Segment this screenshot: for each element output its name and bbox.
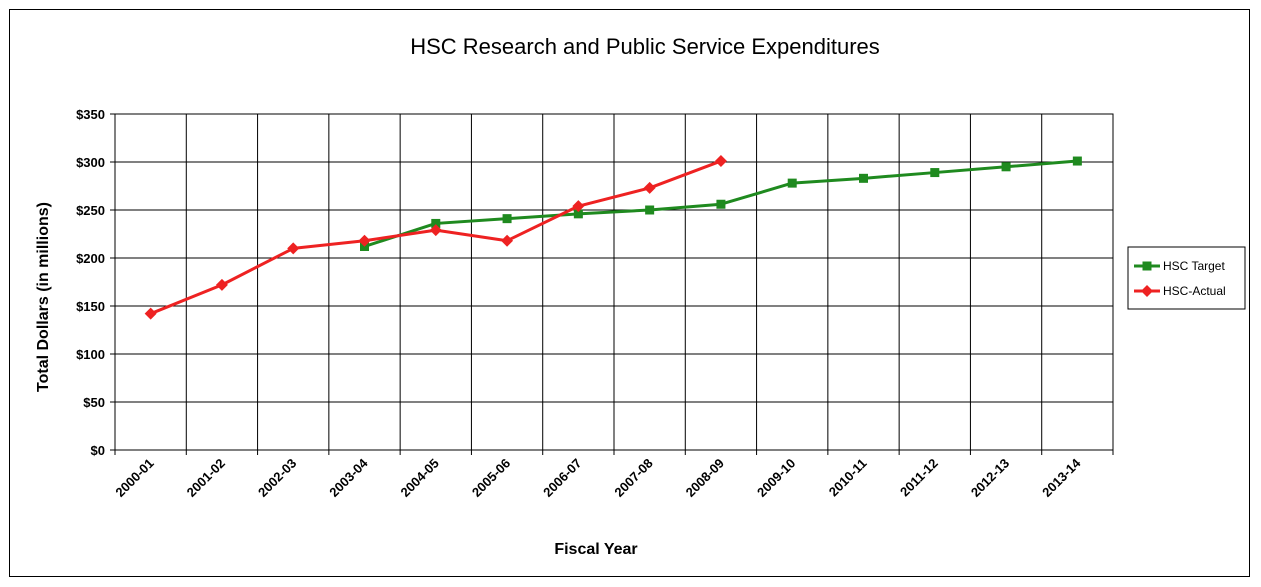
data-point	[215, 278, 228, 291]
y-tick-label: $300	[76, 155, 105, 170]
series-lines	[144, 155, 1082, 320]
legend-label: HSC-Actual	[1163, 284, 1226, 298]
data-point	[573, 209, 583, 219]
data-point	[502, 214, 512, 224]
data-point	[716, 199, 726, 209]
data-point	[429, 224, 442, 237]
legend-label: HSC Target	[1163, 259, 1225, 273]
x-tick-label: 2007-08	[611, 456, 655, 500]
data-point	[1001, 162, 1011, 172]
y-tick-label: $100	[76, 347, 105, 362]
gridlines	[114, 113, 1114, 451]
x-tick-label: 2009-10	[754, 456, 798, 500]
y-tick-label: $150	[76, 299, 105, 314]
y-axis-title: Total Dollars (in millions)	[35, 202, 52, 392]
data-point	[144, 307, 157, 320]
chart-frame: HSC Research and Public Service Expendit…	[9, 9, 1250, 577]
y-tick-label: $50	[83, 395, 105, 410]
plot-area-border	[114, 113, 1114, 451]
data-point	[645, 205, 655, 215]
x-tick-label: 2011-12	[897, 456, 941, 500]
chart-title: HSC Research and Public Service Expendit…	[410, 34, 880, 59]
legend-box	[1127, 246, 1246, 310]
x-tick-label: 2001-02	[184, 456, 228, 500]
x-tick-label: 2006-07	[540, 456, 584, 500]
data-point	[1142, 261, 1152, 271]
data-point	[1141, 285, 1153, 297]
data-point	[358, 234, 371, 247]
x-tick-label: 2005-06	[469, 456, 513, 500]
legend-item: HSC Target	[1134, 259, 1225, 273]
x-tick-label: 2004-05	[398, 456, 442, 500]
data-point	[787, 178, 797, 188]
x-tick-label: 2010-11	[826, 456, 870, 500]
series-hsc-target	[360, 156, 1082, 251]
y-tick-label: $250	[76, 203, 105, 218]
data-point	[572, 200, 585, 213]
x-tick-label: 2008-09	[683, 456, 727, 500]
legend: HSC Target HSC-Actual	[1127, 246, 1246, 310]
data-point	[501, 234, 514, 247]
y-tick-label: $0	[91, 443, 105, 458]
x-tick-label: 2002-03	[255, 456, 299, 500]
x-tick-label: 2000-01	[112, 456, 156, 500]
legend-item: HSC-Actual	[1134, 284, 1226, 298]
data-point	[643, 181, 656, 194]
x-tick-label: 2012-13	[968, 456, 1012, 500]
data-point	[859, 173, 868, 183]
data-point	[1072, 156, 1082, 166]
data-point	[714, 155, 727, 168]
x-axis-title: Fiscal Year	[554, 541, 637, 558]
series-line	[150, 159, 722, 316]
x-tick-label: 2013-14	[1039, 455, 1084, 500]
series-hsc-actual	[144, 155, 727, 320]
x-tick-label: 2003-04	[326, 455, 371, 500]
data-point	[287, 242, 300, 255]
data-point	[431, 218, 441, 228]
axes	[110, 113, 1114, 455]
y-tick-label: $200	[76, 251, 105, 266]
line-chart: HSC Research and Public Service Expendit…	[35, 34, 1246, 558]
data-point	[930, 168, 940, 178]
y-tick-label: $350	[76, 107, 105, 122]
tick-labels: $0 $50 $100 $150 $200 $250 $300 $350 2000-01 2001…	[76, 107, 1084, 500]
